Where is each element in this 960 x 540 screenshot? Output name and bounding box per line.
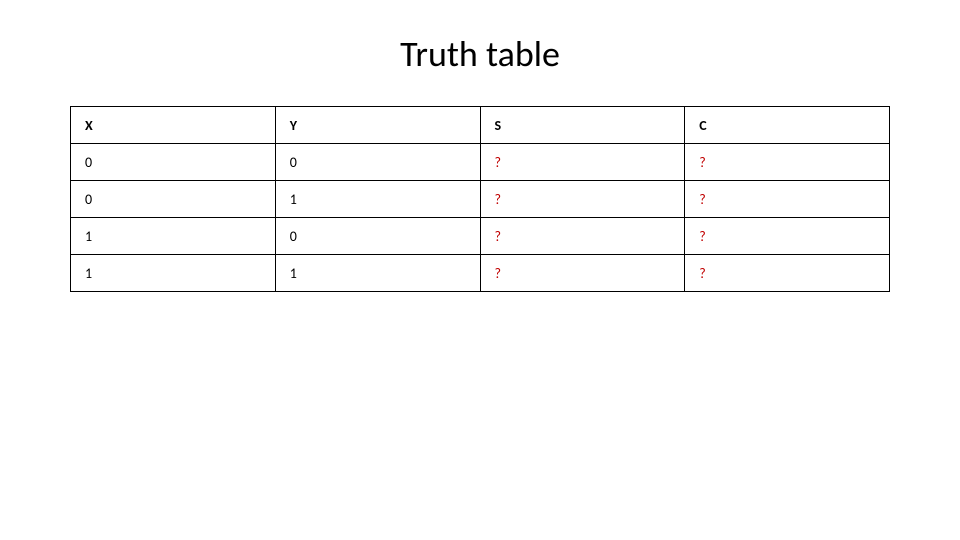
- table-header-row: X Y S C: [71, 107, 890, 144]
- cell-y: 1: [275, 255, 480, 292]
- cell-x: 1: [71, 255, 276, 292]
- cell-c: ?: [685, 218, 890, 255]
- cell-s: ?: [480, 255, 685, 292]
- page-title: Truth table: [0, 32, 960, 76]
- col-header-y: Y: [275, 107, 480, 144]
- cell-y: 0: [275, 218, 480, 255]
- cell-x: 0: [71, 144, 276, 181]
- cell-s: ?: [480, 181, 685, 218]
- table-row: 1 1 ? ?: [71, 255, 890, 292]
- cell-s: ?: [480, 144, 685, 181]
- cell-x: 1: [71, 218, 276, 255]
- cell-x: 0: [71, 181, 276, 218]
- cell-c: ?: [685, 144, 890, 181]
- col-header-x: X: [71, 107, 276, 144]
- cell-c: ?: [685, 181, 890, 218]
- table-row: 0 1 ? ?: [71, 181, 890, 218]
- truth-table: X Y S C 0 0 ? ? 0 1 ? ?: [70, 106, 890, 292]
- cell-c: ?: [685, 255, 890, 292]
- cell-y: 0: [275, 144, 480, 181]
- table-row: 0 0 ? ?: [71, 144, 890, 181]
- table-row: 1 0 ? ?: [71, 218, 890, 255]
- table-container: X Y S C 0 0 ? ? 0 1 ? ?: [0, 106, 960, 292]
- col-header-c: C: [685, 107, 890, 144]
- slide: Truth table X Y S C 0 0 ? ? 0: [0, 0, 960, 540]
- cell-s: ?: [480, 218, 685, 255]
- col-header-s: S: [480, 107, 685, 144]
- cell-y: 1: [275, 181, 480, 218]
